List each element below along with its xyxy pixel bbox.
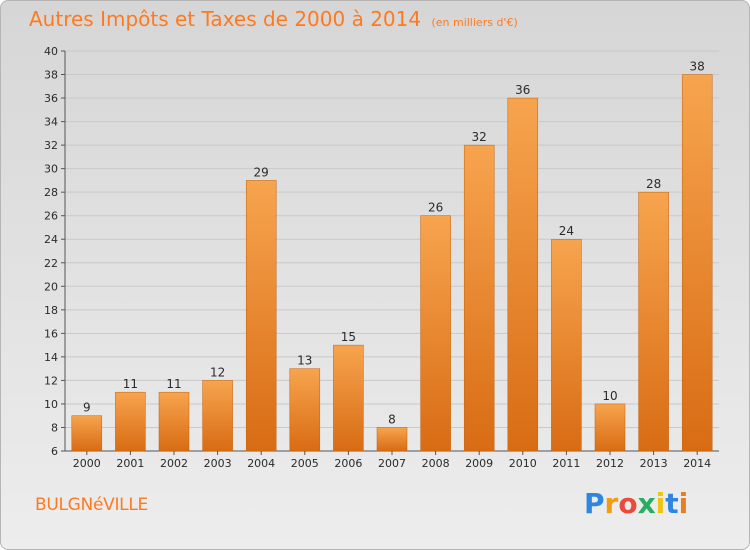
y-tick-label: 14 <box>44 351 58 364</box>
data-label: 9 <box>83 401 91 415</box>
data-label: 15 <box>341 330 356 344</box>
chart-title-text: Autres Impôts et Taxes de 2000 à 2014 <box>29 7 422 31</box>
bar <box>463 144 495 452</box>
bar <box>681 74 713 452</box>
chart-title: Autres Impôts et Taxes de 2000 à 2014 (e… <box>29 7 518 31</box>
logo-letter: i <box>655 487 666 520</box>
logo-letter: r <box>604 487 619 520</box>
x-tick-label: 2002 <box>160 457 188 470</box>
x-tick-label: 2011 <box>552 457 580 470</box>
y-tick-label: 6 <box>51 445 58 458</box>
y-tick-label: 34 <box>44 116 58 129</box>
x-tick-label: 2000 <box>73 457 101 470</box>
bar <box>115 391 146 452</box>
x-tick-label: 2012 <box>596 457 624 470</box>
x-tick-label: 2014 <box>683 457 711 470</box>
x-tick-label: 2007 <box>378 457 406 470</box>
logo-letter: i <box>678 487 689 520</box>
x-tick-label: 2008 <box>422 457 450 470</box>
y-tick-label: 32 <box>44 139 58 152</box>
bar <box>376 427 408 452</box>
bar <box>289 368 321 452</box>
y-tick-label: 10 <box>44 398 58 411</box>
data-label: 8 <box>388 412 396 426</box>
commune-name: BULGNéVILLE <box>35 495 148 515</box>
bar <box>71 415 103 452</box>
x-tick-label: 2001 <box>116 457 144 470</box>
y-tick-label: 36 <box>44 92 58 105</box>
x-tick-label: 2005 <box>291 457 319 470</box>
y-tick-label: 20 <box>44 280 58 293</box>
bar <box>638 191 669 452</box>
logo-letter: P <box>584 487 605 520</box>
x-tick-label: 2009 <box>465 457 493 470</box>
x-tick-label: 2013 <box>640 457 668 470</box>
y-tick-label: 28 <box>44 186 58 199</box>
bar <box>594 403 626 452</box>
data-label: 12 <box>210 365 225 379</box>
x-tick-label: 2010 <box>509 457 537 470</box>
y-tick-label: 24 <box>44 233 58 246</box>
y-tick-label: 22 <box>44 257 58 270</box>
data-label: 28 <box>646 177 661 191</box>
bar <box>551 238 582 452</box>
x-tick-label: 2003 <box>204 457 232 470</box>
bar <box>507 97 539 452</box>
y-tick-label: 16 <box>44 327 58 340</box>
data-label: 32 <box>472 130 487 144</box>
y-tick-label: 40 <box>44 45 58 58</box>
bar <box>333 344 364 452</box>
y-tick-label: 30 <box>44 163 58 176</box>
y-tick-label: 18 <box>44 304 58 317</box>
y-tick-label: 38 <box>44 69 58 82</box>
y-tick-label: 12 <box>44 374 58 387</box>
data-label: 13 <box>297 354 312 368</box>
y-tick-label: 26 <box>44 210 58 223</box>
data-label: 38 <box>690 60 705 74</box>
data-label: 11 <box>166 377 181 391</box>
logo-letter: x <box>637 487 656 520</box>
data-label: 29 <box>254 165 269 179</box>
chart-unit: (en milliers d'€) <box>431 16 518 29</box>
bar <box>202 380 233 452</box>
data-label: 36 <box>515 83 530 97</box>
proxiti-logo[interactable]: Proxiti <box>584 487 688 520</box>
data-label: 26 <box>428 201 443 215</box>
bar <box>245 180 277 452</box>
x-tick-label: 2004 <box>247 457 275 470</box>
bar <box>420 215 451 452</box>
bar <box>158 391 190 452</box>
data-label: 11 <box>123 377 138 391</box>
data-label: 24 <box>559 224 574 238</box>
data-label: 10 <box>602 389 617 403</box>
y-tick-label: 8 <box>51 421 58 434</box>
logo-letter: t <box>665 487 679 520</box>
x-tick-label: 2006 <box>334 457 362 470</box>
logo-letter: o <box>618 487 638 520</box>
